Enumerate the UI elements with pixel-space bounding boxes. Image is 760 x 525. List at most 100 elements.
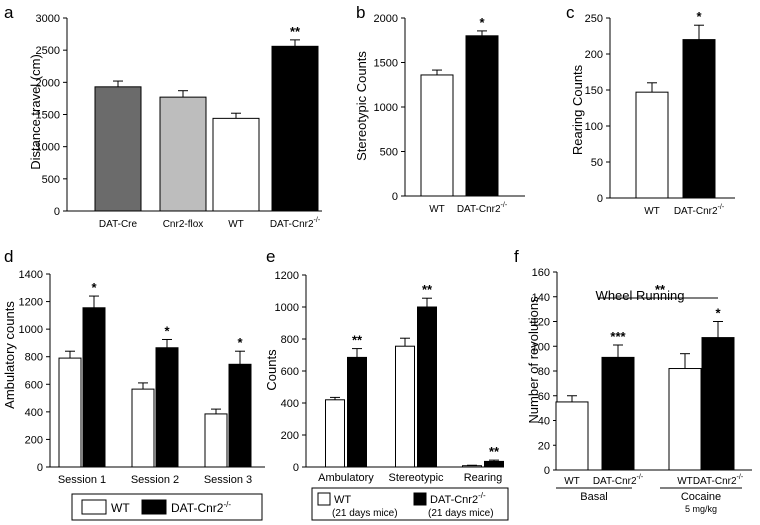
panel-e-label: e	[266, 247, 275, 266]
panel-f-ytick-label: 120	[532, 317, 550, 329]
panel-c-ytick-label: 50	[591, 157, 603, 169]
panel-d-legend-wt-swatch	[81, 499, 107, 515]
panel-b-label: b	[356, 3, 365, 22]
panel-b-xtick-label: DAT-Cnr2-/-	[457, 202, 508, 215]
panel-a-xtick-label: WT	[228, 219, 244, 230]
panel-d-legend-wt: WT	[111, 501, 130, 515]
panel-a-bar	[94, 86, 142, 212]
panel-b-significance: *	[479, 15, 485, 30]
panel-e-legend-ko-swatch	[413, 492, 427, 506]
panel-a-label: a	[4, 3, 14, 22]
panel-d-ytick-label: 800	[25, 352, 43, 364]
panel-d-significance: *	[164, 323, 170, 338]
panel-e-significance: **	[422, 282, 433, 297]
panel-b-ytick-label: 2000	[374, 13, 398, 25]
panel-f-ytick-label: 20	[538, 440, 550, 452]
panel-e-ytick-label: 1200	[275, 270, 299, 282]
panel-a: a Distance travel (cm)	[4, 3, 43, 170]
panel-e-legend-ko: DAT-Cnr2-/-	[430, 491, 486, 506]
panel-b-ytick-label: 1500	[374, 58, 398, 70]
panel-e-ytick-label: 0	[293, 462, 299, 474]
panel-d: d Ambulatory counts WT DAT-Cnr2-/-	[2, 247, 263, 521]
panel-e-legend-ko-sub: (21 days mice)	[428, 508, 494, 519]
panel-a-ytick-label: 2500	[36, 45, 60, 57]
panel-a-ylabel: Distance travel (cm)	[28, 54, 43, 170]
panel-b-bar	[420, 74, 454, 197]
panel-b-bar	[465, 35, 499, 197]
panel-f-bar	[668, 368, 702, 471]
panel-f-bar	[701, 337, 735, 471]
panel-f-ytick-label: 140	[532, 292, 550, 304]
panel-e-legend-box	[311, 487, 509, 521]
panel-f-xtick-label: WT	[677, 476, 693, 487]
panel-c-bar	[682, 39, 716, 199]
panel-c-bar	[635, 91, 669, 199]
panel-d-bar	[155, 347, 179, 468]
panel-d-ytick-label: 1400	[19, 269, 43, 281]
panel-b-ytick-label: 500	[380, 147, 398, 159]
panel-d-significance: *	[91, 280, 97, 295]
panel-d-ytick-label: 1200	[19, 297, 43, 309]
panel-c-xtick-label: WT	[644, 206, 660, 217]
panel-f-bar	[601, 356, 635, 471]
panel-b-xtick-label: WT	[429, 204, 445, 215]
panel-f-bracket-significance: **	[655, 282, 666, 297]
panel-f-group-label: Basal	[580, 491, 608, 503]
panel-c: c Rearing Counts	[566, 3, 585, 155]
panel-e-xtick-label: Rearing	[464, 472, 503, 484]
panel-a-significance: **	[290, 24, 301, 39]
panel-f-ytick-label: 80	[538, 366, 550, 378]
panel-d-bar	[82, 307, 106, 468]
panel-f-ytick-label: 60	[538, 391, 550, 403]
panel-b-ytick-label: 1000	[374, 102, 398, 114]
panel-a-ytick-label: 3000	[36, 13, 60, 25]
panel-c-ytick-label: 200	[585, 49, 603, 61]
panel-b: b Stereotypic Counts	[354, 3, 369, 161]
panel-c-significance: *	[696, 9, 702, 24]
panel-f-ytick-label: 100	[532, 341, 550, 353]
panel-d-xtick-label: Session 2	[131, 474, 179, 486]
panel-e: e Counts WT (21 days mice) DAT-Cnr2-/- (…	[264, 247, 509, 521]
panel-c-ylabel: Rearing Counts	[570, 64, 585, 155]
panel-e-legend-wt-swatch	[317, 492, 331, 506]
panel-f-significance: ***	[610, 329, 626, 344]
panel-a-ytick-label: 2000	[36, 77, 60, 89]
panel-f-significance: *	[715, 306, 721, 321]
panel-d-ytick-label: 600	[25, 379, 43, 391]
panel-d-label: d	[4, 247, 13, 266]
panel-e-bar	[484, 460, 504, 468]
panel-d-bar	[204, 413, 228, 468]
panel-c-ytick-label: 150	[585, 85, 603, 97]
panel-f-ytick-label: 0	[544, 465, 550, 477]
panel-e-ytick-label: 200	[281, 430, 299, 442]
panel-a-bar	[271, 45, 319, 212]
panel-a-ytick-label: 1500	[36, 110, 60, 122]
panel-c-label: c	[566, 3, 575, 22]
panel-f-group-label: Cocaine	[681, 491, 721, 503]
panel-b-ytick-label: 0	[392, 191, 398, 203]
panel-e-significance: **	[489, 444, 500, 459]
panel-b-ylabel: Stereotypic Counts	[354, 51, 369, 161]
panel-d-ylabel: Ambulatory counts	[2, 301, 17, 409]
panel-d-bar	[131, 388, 155, 468]
panel-f-group-sublabel: 5 mg/kg	[685, 504, 717, 514]
panel-d-xtick-label: Session 1	[58, 474, 106, 486]
panel-a-bar	[159, 96, 207, 212]
panel-e-ylabel: Counts	[264, 349, 279, 391]
panel-a-bar	[212, 117, 260, 212]
panel-a-ytick-label: 500	[42, 174, 60, 186]
panel-e-xtick-label: Stereotypic	[388, 472, 444, 484]
panel-e-legend-wt-sub: (21 days mice)	[332, 508, 398, 519]
panel-c-ytick-label: 100	[585, 121, 603, 133]
panel-f-ytick-label: 40	[538, 416, 550, 428]
panel-d-bar	[228, 363, 252, 468]
panel-e-bar	[395, 345, 415, 468]
panel-e-xtick-label: Ambulatory	[318, 472, 374, 484]
panel-f-xtick-label: DAT-Cnr2-/-	[593, 474, 644, 487]
panel-e-bar	[325, 399, 345, 468]
panel-f-bar	[555, 401, 589, 471]
panel-d-legend-ko-swatch	[141, 499, 167, 515]
panel-f-xtick-label: DAT-Cnr2-/-	[693, 474, 744, 487]
